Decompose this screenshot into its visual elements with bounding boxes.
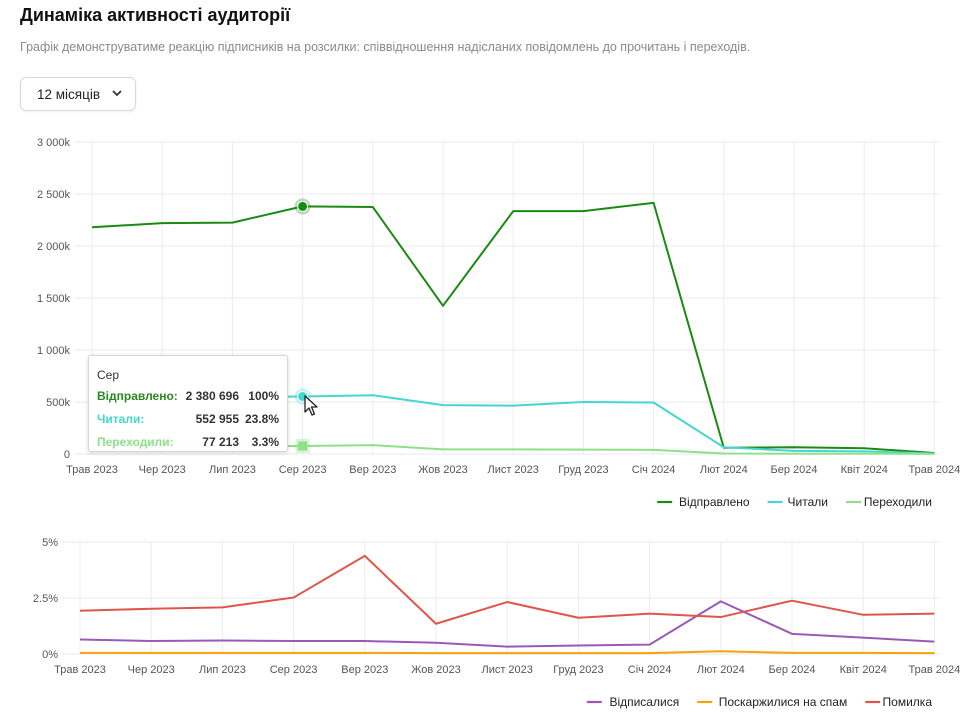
tooltip-percent-sent: 100% — [248, 389, 279, 403]
x-tick-label: Бер 2024 — [769, 664, 816, 676]
page-title: Динаміка активності аудиторії — [20, 5, 291, 25]
y-tick-label: 2.5% — [33, 593, 58, 605]
x-tick-label: Лист 2023 — [481, 664, 532, 676]
legend-label: Відправлено — [679, 495, 750, 509]
x-tick-label: Січ 2024 — [628, 664, 672, 676]
page-subtitle: Графік демонструватиме реакцію підписник… — [20, 40, 751, 54]
tooltip-title: Сер — [97, 368, 120, 382]
legend-label: Відписалися — [609, 695, 679, 709]
tooltip-row-sent: Відправлено: 2 380 696 100% — [97, 389, 279, 405]
legend-label: Переходили — [864, 495, 932, 509]
x-tick-label: Груд 2023 — [553, 664, 603, 676]
y-tick-label: 1 500k — [37, 293, 71, 305]
period-dropdown-value: 12 місяців — [37, 86, 101, 102]
y-tick-label: 5% — [42, 537, 58, 549]
audience-activity-chart: 0 500k 1 000k 1 500k 2 000k 2 500k 3 000k Трав … — [37, 137, 961, 509]
y-tick-label: 0% — [42, 649, 58, 661]
legend-label: Читали — [788, 495, 828, 509]
x-tick-label: Чер 2023 — [139, 464, 186, 476]
x-tick-label: Лют 2024 — [697, 664, 745, 676]
x-tick-label: Лип 2023 — [199, 664, 246, 676]
tooltip-value-sent: 2 380 696 — [185, 389, 239, 403]
legend-label: Помилка — [883, 695, 933, 709]
y-tick-label: 2 000k — [37, 241, 71, 253]
series-line — [79, 600, 935, 648]
x-tick-label: Сер 2023 — [279, 464, 327, 476]
y-tick-label: 2 500k — [37, 189, 71, 201]
y-tick-label: 1 000k — [37, 345, 71, 357]
x-tick-label: Трав 2024 — [909, 464, 961, 476]
tooltip-row-clicked: Переходили: 77 213 3.3% — [97, 435, 279, 451]
series-line — [80, 650, 935, 655]
chart-tooltip: Сер Відправлено: 2 380 696 100% Читали: … — [88, 355, 288, 452]
x-tick-label: Лип 2023 — [209, 464, 256, 476]
x-tick-label: Жов 2023 — [418, 464, 468, 476]
x-tick-label: Чер 2023 — [128, 664, 175, 676]
chevron-down-icon — [112, 90, 122, 96]
tooltip-percent-read: 23.8% — [244, 412, 279, 426]
series-line — [79, 554, 935, 625]
tooltip-value-clicked: 77 213 — [202, 435, 239, 449]
x-tick-label: Груд 2023 — [558, 464, 608, 476]
x-tick-label: Квіт 2024 — [841, 464, 888, 476]
x-tick-label: Трав 2024 — [909, 664, 961, 676]
x-tick-label: Жов 2023 — [411, 664, 461, 676]
period-dropdown[interactable]: 12 місяців — [20, 77, 136, 111]
tooltip-label-sent: Відправлено: — [97, 389, 178, 403]
x-tick-label: Вер 2023 — [349, 464, 396, 476]
x-tick-label: Квіт 2024 — [840, 664, 887, 676]
y-tick-label: 3 000k — [37, 137, 71, 149]
tooltip-row-read: Читали: 552 955 23.8% — [97, 412, 279, 428]
tooltip-label-read: Читали: — [97, 412, 145, 426]
mouse-cursor-icon — [304, 395, 318, 416]
audience-negative-activity-chart: 0% 2.5% 5% Трав 2023 Чер 2023 Лип 2023 Сер 202… — [33, 537, 961, 709]
x-tick-label: Бер 2024 — [771, 464, 818, 476]
x-tick-label: Лют 2024 — [700, 464, 748, 476]
highlight-marker — [298, 441, 308, 451]
x-tick-label: Трав 2023 — [54, 664, 106, 676]
x-tick-label: Вер 2023 — [341, 664, 388, 676]
y-tick-label: 500k — [46, 397, 70, 409]
highlight-marker — [297, 200, 309, 212]
tooltip-label-clicked: Переходили: — [97, 435, 174, 449]
x-tick-label: Січ 2024 — [632, 464, 676, 476]
x-tick-label: Лист 2023 — [487, 464, 538, 476]
tooltip-value-read: 552 955 — [195, 412, 239, 426]
legend-label: Поскаржилися на спам — [719, 695, 847, 709]
x-tick-label: Трав 2023 — [66, 464, 118, 476]
tooltip-percent-clicked: 3.3% — [251, 435, 279, 449]
series-line — [91, 201, 935, 454]
x-tick-label: Сер 2023 — [270, 664, 318, 676]
y-tick-label: 0 — [64, 449, 70, 461]
